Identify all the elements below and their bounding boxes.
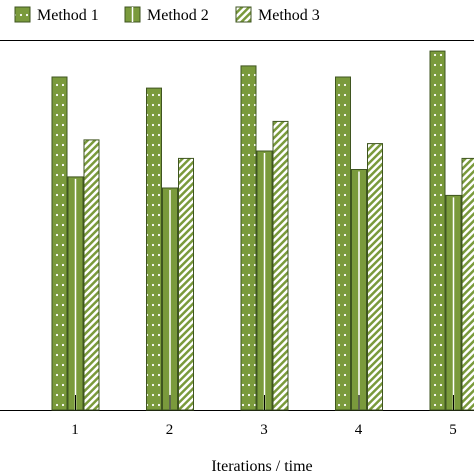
x-tick-label-3: 3 — [260, 422, 268, 438]
bar-method-3-1 — [83, 139, 100, 411]
bar-method-3-4 — [367, 143, 383, 411]
legend: Method 1 Method 2 Method 3 — [14, 6, 320, 24]
x-tick-label-1: 1 — [71, 422, 79, 438]
legend-label-method-1: Method 1 — [37, 7, 99, 24]
bar-method-3-2 — [178, 157, 194, 411]
x-tick-label-2: 2 — [166, 422, 174, 438]
legend-item-method-3: Method 3 — [235, 6, 320, 24]
legend-item-method-2: Method 2 — [124, 6, 209, 24]
x-axis-label: Iterations / time — [211, 458, 312, 474]
bar-method-1-4 — [335, 76, 351, 411]
x-ticks: 1 2 3 4 5 — [71, 395, 457, 438]
bar-method-1-5 — [429, 50, 446, 411]
x-tick-label-5: 5 — [449, 422, 457, 438]
bar-method-1-3 — [240, 65, 257, 411]
legend-label-method-2: Method 2 — [147, 7, 209, 24]
legend-label-method-3: Method 3 — [258, 7, 320, 24]
bars — [51, 50, 474, 411]
legend-swatch-method-3 — [235, 6, 252, 23]
bar-method-1-1 — [51, 76, 68, 411]
x-tick-label-4: 4 — [355, 422, 363, 438]
legend-item-method-1: Method 1 — [14, 6, 99, 24]
bar-method-3-5 — [461, 157, 474, 411]
legend-swatch-method-1 — [14, 6, 31, 23]
bar-method-3-3 — [272, 120, 289, 411]
bar-method-1-2 — [146, 87, 162, 411]
